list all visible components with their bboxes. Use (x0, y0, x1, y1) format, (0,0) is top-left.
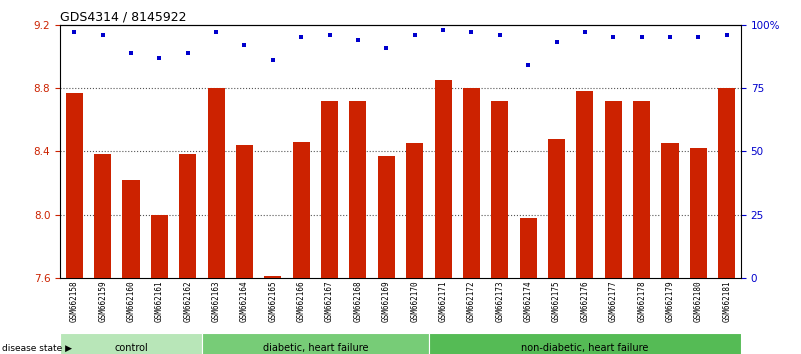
Bar (605, 101, 622, 354)
Bar (633, 101, 650, 354)
Text: GSM662181: GSM662181 (723, 281, 731, 322)
Bar (463, 88, 480, 354)
Text: GSM662171: GSM662171 (439, 281, 448, 322)
Point (210, 29, 223, 35)
Text: GSM662167: GSM662167 (325, 281, 334, 322)
Bar (66, 93, 83, 354)
Point (635, 35, 648, 40)
Point (267, 57, 280, 63)
Point (607, 35, 620, 40)
Point (68, 29, 81, 35)
Point (125, 50, 138, 56)
Point (720, 32, 733, 38)
Text: diabetic, heart failure: diabetic, heart failure (263, 343, 368, 353)
Point (153, 55, 166, 61)
Point (181, 50, 194, 56)
Bar (718, 88, 735, 354)
Bar (202, 333, 429, 354)
Text: GSM662176: GSM662176 (581, 281, 590, 322)
Point (493, 32, 506, 38)
Point (437, 27, 449, 33)
Bar (60, 333, 202, 354)
Text: GDS4314 / 8145922: GDS4314 / 8145922 (60, 11, 187, 24)
Text: control: control (114, 343, 148, 353)
Text: non-diabetic, heart failure: non-diabetic, heart failure (521, 343, 649, 353)
Text: GSM662168: GSM662168 (353, 281, 362, 322)
Bar (662, 143, 678, 354)
Bar (264, 276, 281, 354)
Text: GSM662169: GSM662169 (382, 281, 391, 322)
Bar (491, 101, 509, 354)
Text: GSM662175: GSM662175 (552, 281, 561, 322)
Bar (95, 154, 111, 354)
Point (409, 32, 421, 38)
Bar (434, 80, 452, 354)
Point (578, 29, 591, 35)
Point (238, 42, 251, 48)
Text: disease state ▶: disease state ▶ (2, 343, 71, 353)
Bar (292, 142, 310, 354)
Bar (349, 101, 366, 354)
Text: GSM662177: GSM662177 (609, 281, 618, 322)
Bar (520, 218, 537, 354)
Bar (577, 91, 594, 354)
Bar (690, 148, 706, 354)
Text: GSM662163: GSM662163 (211, 281, 220, 322)
Point (295, 35, 308, 40)
Point (352, 37, 364, 43)
Bar (406, 143, 423, 354)
Bar (207, 88, 224, 354)
Text: GSM662166: GSM662166 (296, 281, 306, 322)
Bar (321, 101, 338, 354)
Text: GSM662162: GSM662162 (183, 281, 192, 322)
Bar (236, 145, 253, 354)
Point (663, 35, 676, 40)
Bar (548, 139, 565, 354)
Text: GSM662170: GSM662170 (410, 281, 419, 322)
Point (692, 35, 705, 40)
Text: GSM662158: GSM662158 (70, 281, 78, 322)
Point (380, 45, 392, 50)
Text: GSM662160: GSM662160 (127, 281, 135, 322)
Text: GSM662179: GSM662179 (666, 281, 674, 322)
Bar (429, 333, 741, 354)
Bar (378, 156, 395, 354)
Text: GSM662173: GSM662173 (495, 281, 505, 322)
Text: GSM662161: GSM662161 (155, 281, 164, 322)
Bar (151, 215, 168, 354)
Bar (123, 180, 139, 354)
Text: GSM662174: GSM662174 (524, 281, 533, 322)
Point (323, 32, 336, 38)
Point (521, 62, 534, 68)
Point (465, 29, 478, 35)
Text: GSM662159: GSM662159 (99, 281, 107, 322)
Text: GSM662172: GSM662172 (467, 281, 476, 322)
Text: GSM662178: GSM662178 (637, 281, 646, 322)
Point (96, 32, 109, 38)
Point (550, 40, 563, 45)
Text: GSM662164: GSM662164 (240, 281, 249, 322)
Bar (179, 154, 196, 354)
Text: GSM662180: GSM662180 (694, 281, 702, 322)
Text: GSM662165: GSM662165 (268, 281, 277, 322)
